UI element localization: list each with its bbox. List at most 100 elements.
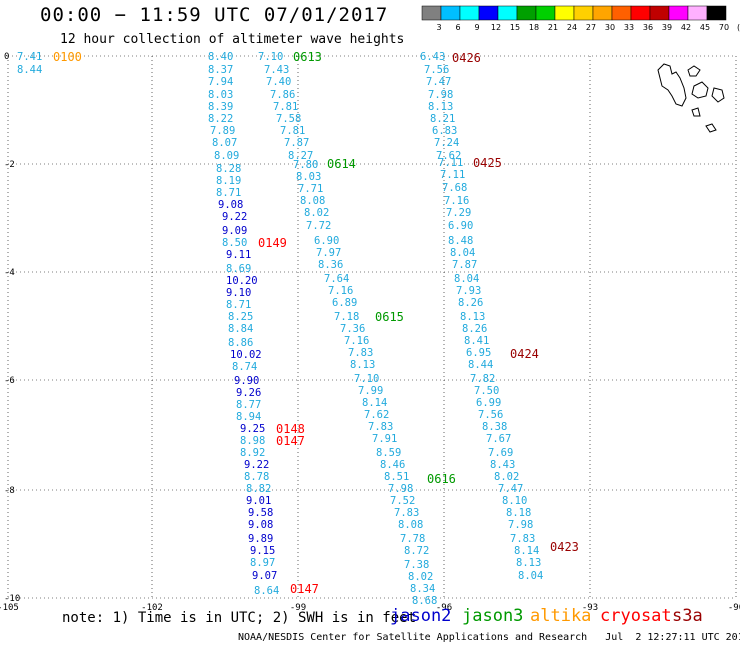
wave-height-value: 9.22 [222,211,247,223]
wave-height-value: 8.02 [408,571,433,583]
page-subtitle: 12 hour collection of altimeter wave hei… [60,32,405,47]
satellite-legend-altika: altika [530,606,592,626]
wave-height-value: 6.90 [448,220,473,232]
pass-time-label: 0147 [276,434,305,448]
pass-time-label: 0616 [427,472,456,486]
wave-height-value: 7.47 [426,76,451,88]
wave-height-value: 6.83 [432,125,457,137]
wave-height-value: 8.43 [490,459,515,471]
pass-time-labels: 0100 0613 04260425061401490615042401480147… [53,50,579,596]
wave-height-value: 7.81 [280,125,305,137]
wave-height-value: 6.99 [476,397,501,409]
scale-value: 27 [586,23,596,32]
wave-height-value: 9.08 [248,519,273,531]
wave-height-value: 7.64 [324,273,349,285]
wave-height-value: 7.86 [270,89,295,101]
wave-height-value: 7.10 [258,51,283,63]
scale-value: 3 [436,23,441,32]
wave-height-value: 9.22 [244,459,269,471]
pass-time-label: 0424 [510,347,539,361]
wave-height-value: 7.98 [508,519,533,531]
wave-height-value: 8.28 [216,163,241,175]
scale-value: 30 [605,23,615,32]
wave-height-value: 7.83 [394,507,419,519]
wave-height-value: 8.22 [208,113,233,125]
wave-height-value: 7.11 [438,157,463,169]
island-floreana [691,107,701,117]
wave-height-value: 8.38 [482,421,507,433]
y-tick-label: -8 [4,486,15,496]
wave-height-value: 7.62 [436,150,461,162]
scale-swatch-1 [440,5,461,21]
scale-value: 24 [567,23,577,32]
wave-height-value: 8.82 [246,483,271,495]
wave-height-value: 8.97 [250,557,275,569]
wave-height-value: 8.19 [216,175,241,187]
wave-height-value: 7.99 [358,385,383,397]
wave-height-value: 8.13 [460,311,485,323]
wave-height-value: 8.18 [506,507,531,519]
wave-height-value: 9.89 [248,533,273,545]
wave-height-value: 7.93 [456,285,481,297]
wave-height-value: 8.64 [254,585,279,597]
scale-swatch-4 [497,5,518,21]
scale-value: 33 [624,23,634,32]
scale-swatch-3 [478,5,499,21]
wave-height-value: 7.87 [284,137,309,149]
pass-time-label: 0614 [327,157,356,171]
wave-height-value: 10.20 [226,275,258,287]
scale-value: 6 [455,23,460,32]
wave-height-value: 7.81 [273,101,298,113]
wave-height-value: 9.09 [222,225,247,237]
scale-swatch-13 [668,5,689,21]
page-title: 00:00 − 11:59 UTC 07/01/2017 [40,4,389,26]
wave-height-value: 8.69 [226,263,251,275]
scale-swatch-6 [535,5,556,21]
map-grid: 0 -2 -4 -6 -8 -10-105 -102 -99 -96 -93 -90 [0,52,740,613]
wave-height-value: 7.83 [348,347,373,359]
note-text: note: 1) Time is in UTC; 2) SWH is in fe… [62,610,417,626]
wave-height-value: 8.34 [410,583,435,595]
wave-height-value: 9.07 [252,570,277,582]
wave-height-value: 8.13 [516,557,541,569]
wave-height-value: 7.56 [478,409,503,421]
wave-height-value: 7.50 [474,385,499,397]
scale-value: 70 [719,23,729,32]
wave-height-value: 7.18 [334,311,359,323]
satellite-legend-jason3: jason3 [462,606,524,626]
wave-height-value: 7.98 [428,89,453,101]
wave-height-value: 8.98 [240,435,265,447]
wave-height-value: 8.37 [208,64,233,76]
wave-height-value: 6.95 [466,347,491,359]
scale-swatch-0 [421,5,442,21]
scale-value: 39 [662,23,672,32]
wave-height-value: 9.58 [248,507,273,519]
wave-height-value: 8.03 [208,89,233,101]
wave-height-value: 7.11 [440,169,465,181]
pass-time-label: 0426 [452,51,481,65]
wave-height-value: 7.98 [388,483,413,495]
wave-height-value: 8.14 [362,397,387,409]
scale-value: 45 [700,23,710,32]
island-san-cristobal [711,87,725,103]
scale-swatch-15 [706,5,727,21]
wave-height-value: 7.68 [442,182,467,194]
wave-height-value: 8.59 [376,447,401,459]
wave-height-value: 8.94 [236,411,261,423]
x-tick-label: -93 [582,603,598,613]
wave-height-value: 7.16 [344,335,369,347]
wave-height-value: 8.26 [458,297,483,309]
pass-time-label: 0100 [53,50,82,64]
island-santa-cruz [691,81,709,99]
wave-height-value: 8.14 [514,545,539,557]
wave-height-value: 7.72 [306,220,331,232]
wave-height-value: 8.25 [228,311,253,323]
wave-height-value: 9.08 [218,199,243,211]
pass-time-label: 0147 [290,582,319,596]
scale-value: (ft) [737,23,740,32]
x-tick-label: -102 [141,603,163,613]
wave-height-value: 9.90 [234,375,259,387]
wave-height-value: 7.58 [276,113,301,125]
